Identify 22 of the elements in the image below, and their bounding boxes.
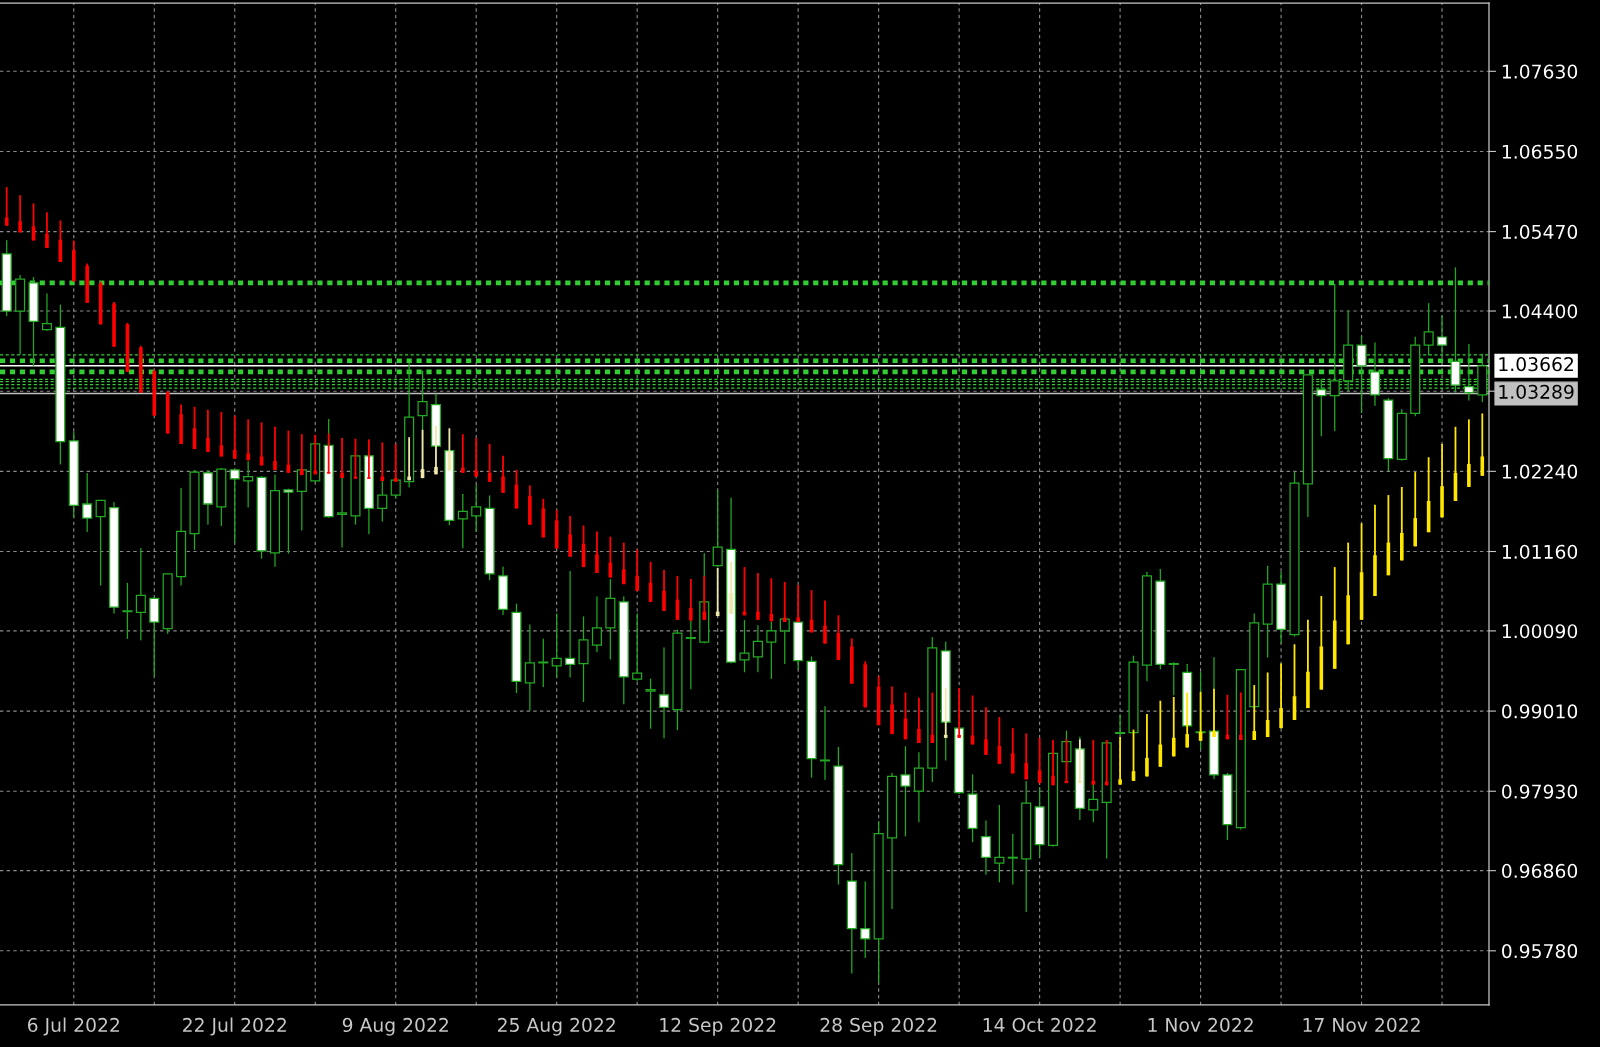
x-tick-label: 22 Jul 2022: [183, 1017, 286, 1036]
ref-line-label: 1.03289: [1499, 384, 1574, 399]
y-tick-label: 1.00090: [1502, 624, 1578, 639]
y-tick-label: 0.99010: [1502, 704, 1578, 719]
x-tick-label: 6 Jul 2022: [27, 1017, 119, 1036]
x-tick-label: 28 Sep 2022: [820, 1017, 937, 1036]
x-tick-label: 9 Aug 2022: [342, 1017, 448, 1036]
y-tick-label: 1.07630: [1502, 64, 1578, 79]
x-tick-label: 1 Nov 2022: [1148, 1017, 1253, 1033]
y-tick-label: 0.97930: [1502, 784, 1578, 799]
y-tick-label: 1.06550: [1502, 144, 1578, 159]
y-tick-label: 1.02240: [1502, 464, 1578, 479]
ref-line-label: 1.03662: [1499, 357, 1573, 372]
x-tick-label: 12 Sep 2022: [660, 1017, 776, 1036]
y-tick-label: 1.01160: [1502, 544, 1578, 559]
y-tick-label: 1.05470: [1502, 224, 1578, 239]
x-tick-label: 14 Oct 2022: [983, 1017, 1096, 1033]
x-tick-label: 17 Nov 2022: [1303, 1017, 1420, 1033]
y-tick-label: 0.95780: [1502, 944, 1578, 959]
x-tick-label: 25 Aug 2022: [498, 1017, 615, 1036]
y-tick-label: 0.96860: [1502, 863, 1578, 879]
y-tick-label: 1.04400: [1502, 304, 1578, 319]
